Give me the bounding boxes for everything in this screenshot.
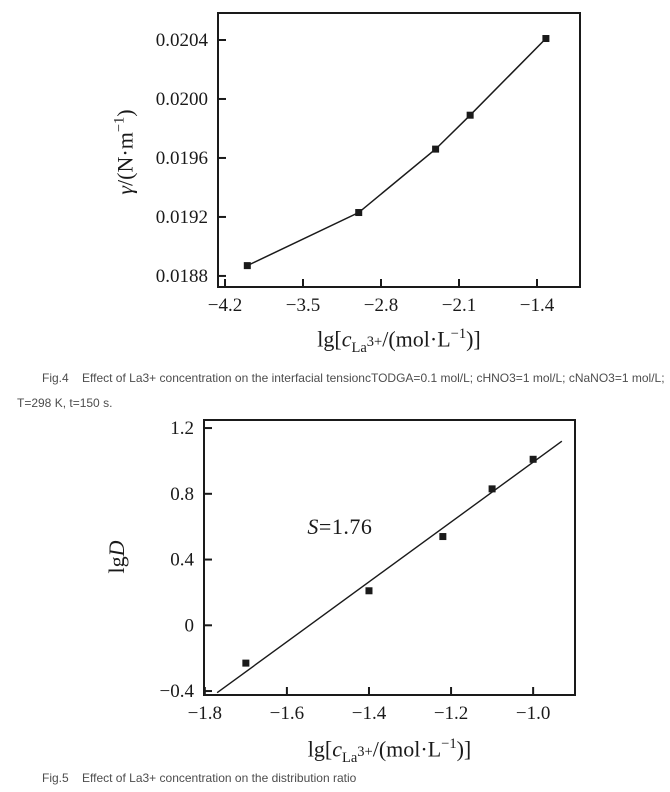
data-point-marker bbox=[365, 587, 373, 595]
fig4-y-axis-label: γ/(N·m−1) bbox=[112, 109, 139, 194]
data-point-marker bbox=[542, 35, 550, 43]
fig4-x-axis-label: lg[cLa3+/(mol·L−1)] bbox=[218, 326, 580, 357]
label-part: ) bbox=[112, 109, 138, 117]
x-tick-label: −1.4 bbox=[520, 295, 555, 316]
x-tick-label: −2.1 bbox=[442, 295, 476, 316]
x-tick-label: −1.6 bbox=[270, 703, 304, 724]
fig5-y-axis-label: lgD bbox=[104, 540, 130, 573]
data-point-marker bbox=[355, 209, 363, 217]
series-line bbox=[246, 37, 547, 267]
data-point-marker bbox=[466, 111, 474, 119]
label-part: c bbox=[341, 326, 352, 352]
fig5-slope-annotation: S=1.76 bbox=[307, 514, 372, 540]
fig5-x-axis-label: lg[cLa3+/(mol·L−1)] bbox=[204, 736, 575, 767]
x-tick-label: −1.8 bbox=[188, 703, 222, 724]
plot-border bbox=[203, 419, 576, 696]
x-tick-label: −4.2 bbox=[208, 295, 242, 316]
y-tick-label: 0 bbox=[185, 615, 195, 636]
label-part: −1 bbox=[441, 736, 457, 752]
label-part: lg[ bbox=[317, 326, 342, 352]
fig5-caption: Fig.5 Effect of La3+ concentration on th… bbox=[42, 771, 357, 785]
label-part: γ bbox=[112, 185, 138, 195]
label-part: S bbox=[307, 513, 319, 539]
data-point-marker bbox=[488, 485, 496, 493]
label-part: =1.76 bbox=[318, 513, 373, 539]
fig5-plot-canvas: −1.8 −1.6 −1.4 −1.2 −1.0 −0.4 0 0.4 0.8 1.2 bbox=[160, 418, 576, 724]
y-tick-label: 0.0204 bbox=[156, 30, 209, 51]
label-part: 3+ bbox=[366, 333, 383, 350]
label-part: c bbox=[332, 736, 342, 762]
y-tick-label: 0.4 bbox=[170, 550, 194, 571]
label-part: La bbox=[351, 339, 367, 356]
data-point-marker bbox=[529, 455, 537, 463]
label-part: )] bbox=[466, 326, 481, 352]
y-tick-label: 0.0188 bbox=[156, 266, 208, 287]
plot-border bbox=[217, 12, 581, 288]
y-tick-label: 0.0200 bbox=[156, 89, 208, 110]
data-point-marker bbox=[432, 145, 440, 153]
data-point-marker bbox=[439, 533, 447, 541]
label-part: )] bbox=[456, 736, 472, 762]
label-part: /(mol·L bbox=[372, 736, 442, 762]
label-part: D bbox=[104, 540, 129, 557]
label-part: /(mol·L bbox=[382, 326, 451, 352]
label-part: 3+ bbox=[357, 743, 373, 760]
y-tick-label: 0.0196 bbox=[156, 148, 208, 169]
x-tick-label: −2.8 bbox=[364, 295, 398, 316]
label-part: −1 bbox=[450, 326, 467, 342]
label-part: lg bbox=[104, 556, 129, 574]
fit-line bbox=[216, 440, 563, 694]
label-part: /(N·m bbox=[112, 132, 138, 186]
data-point-marker bbox=[242, 659, 250, 667]
label-part: La bbox=[341, 749, 358, 766]
x-tick-label: −1.0 bbox=[516, 703, 550, 724]
fig4-plot-canvas: −4.2 −3.5 −2.8 −2.1 −1.4 0.0188 0.0192 0.0196 0.… bbox=[156, 12, 581, 316]
x-tick-label: −1.2 bbox=[434, 703, 468, 724]
x-tick-label: −3.5 bbox=[286, 295, 320, 316]
data-point-marker bbox=[243, 262, 251, 270]
y-tick-label: 1.2 bbox=[170, 418, 194, 439]
y-tick-label: 0.8 bbox=[170, 484, 194, 505]
y-tick-label: 0.0192 bbox=[156, 207, 208, 228]
fig4-caption-line-1: Fig.4 Effect of La3+ concentration on th… bbox=[42, 371, 665, 385]
y-tick-label: −0.4 bbox=[160, 681, 195, 702]
label-part: lg[ bbox=[307, 736, 333, 762]
x-tick-label: −1.4 bbox=[352, 703, 387, 724]
label-part: −1 bbox=[111, 116, 128, 133]
fig4-caption-line-2: T=298 K, t=150 s. bbox=[17, 396, 113, 410]
